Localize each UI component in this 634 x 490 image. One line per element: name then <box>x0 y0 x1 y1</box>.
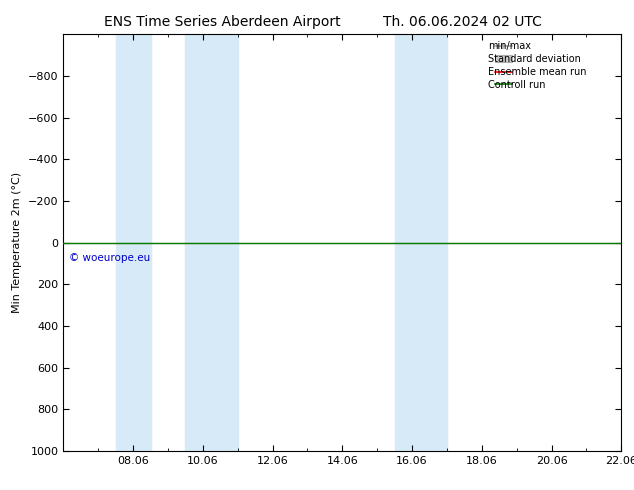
Legend: min/max, Standard deviation, Ensemble mean run, Controll run: min/max, Standard deviation, Ensemble me… <box>491 37 618 94</box>
Bar <box>185 34 238 451</box>
Text: Th. 06.06.2024 02 UTC: Th. 06.06.2024 02 UTC <box>384 15 542 29</box>
Bar <box>394 34 447 451</box>
Y-axis label: Min Temperature 2m (°C): Min Temperature 2m (°C) <box>13 172 22 313</box>
Bar <box>115 34 150 451</box>
Text: ENS Time Series Aberdeen Airport: ENS Time Series Aberdeen Airport <box>103 15 340 29</box>
Text: © woeurope.eu: © woeurope.eu <box>69 253 150 263</box>
